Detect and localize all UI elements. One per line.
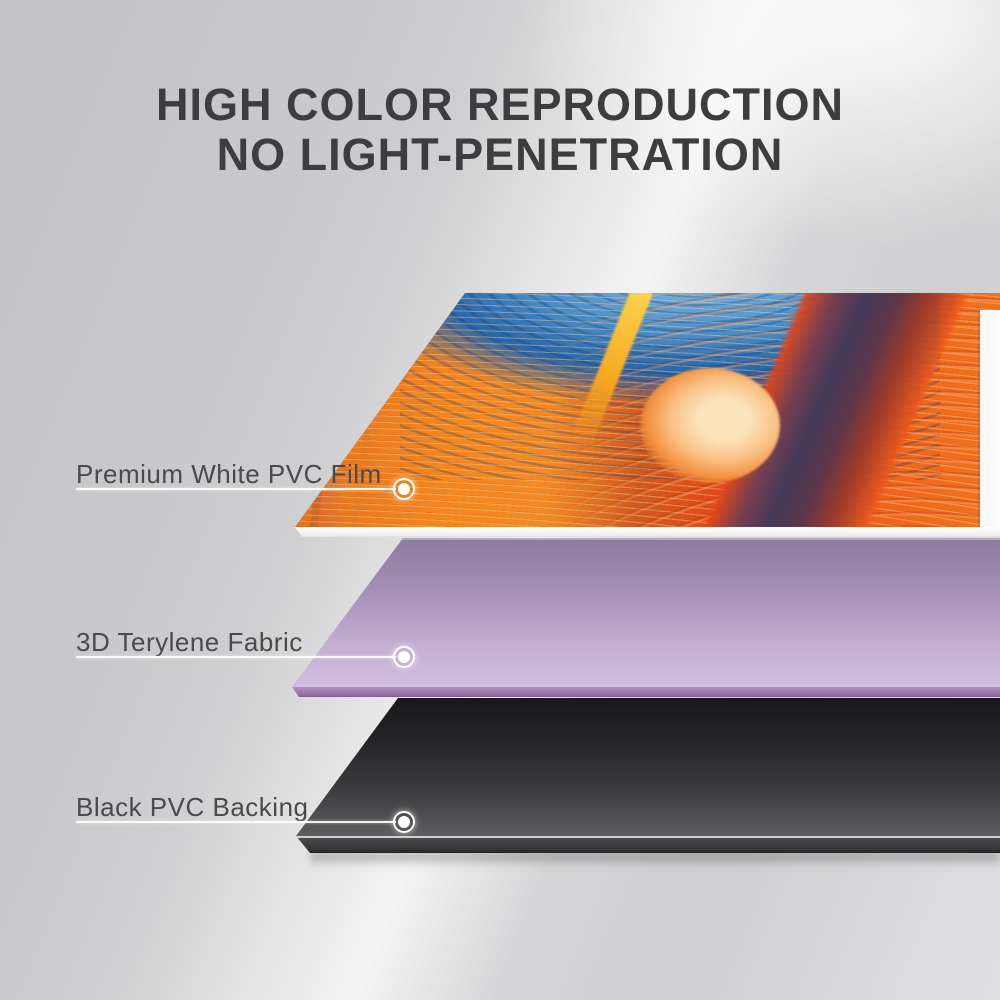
title-line-1: HIGH COLOR REPRODUCTION (155, 79, 844, 130)
annotation-line-backing (76, 821, 396, 823)
art-cream-blob (640, 368, 780, 483)
annotation-line-fabric (76, 656, 396, 658)
page-title: HIGH COLOR REPRODUCTION NO LIGHT-PENETRA… (0, 80, 1000, 180)
annotation-dot-backing (393, 811, 415, 833)
film-front-edge (295, 527, 1000, 537)
film-right-edge (978, 310, 1000, 537)
annotation-line-film (76, 488, 396, 490)
backing-drop-shadow (310, 852, 1000, 867)
backing-edge-highlight (296, 836, 1000, 838)
annotation-label-film: Premium White PVC Film (76, 459, 382, 489)
fabric-surface (292, 538, 1000, 687)
title-line-2: NO LIGHT-PENETRATION (216, 129, 784, 180)
projected-image-art (295, 293, 1000, 527)
annotation-label-fabric: 3D Terylene Fabric (76, 627, 303, 657)
annotation-label-backing: Black PVC Backing (76, 792, 309, 822)
fabric-front-edge (292, 687, 1000, 697)
annotation-dot-fabric (393, 646, 415, 668)
annotation-dot-film (393, 478, 415, 500)
backing-front-edge (296, 838, 1000, 853)
backing-surface (296, 698, 1000, 837)
